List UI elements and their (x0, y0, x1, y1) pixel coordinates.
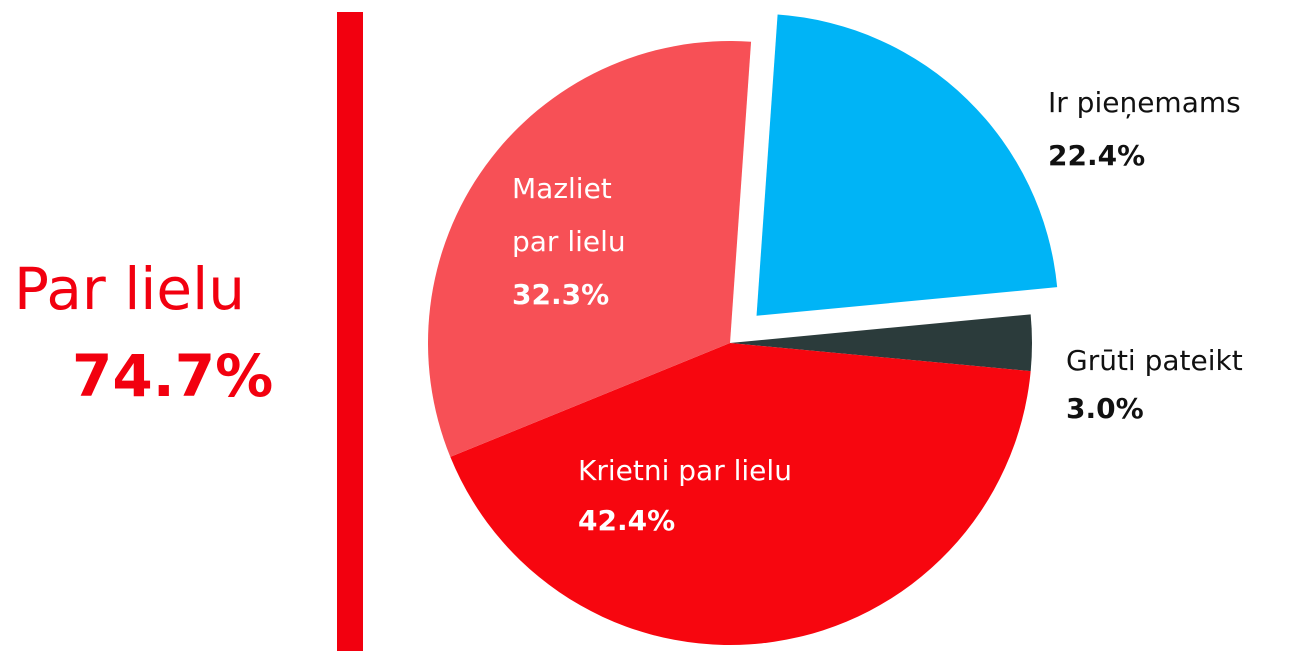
slice-value: 3.0% (1066, 392, 1144, 425)
pie-slice (428, 40, 752, 457)
pie-slice (450, 343, 1031, 645)
slice-value: 22.4% (1048, 139, 1145, 172)
slice-value: 42.4% (578, 504, 675, 537)
summary-label: Par lielu (14, 255, 245, 323)
pie-slice (730, 314, 1032, 372)
divider-bar (337, 12, 363, 651)
label-line: Mazliet (512, 172, 612, 205)
slice-label: Ir pieņemams (1048, 86, 1241, 119)
slice-label: Grūti pateikt (1066, 344, 1243, 377)
pie-slice (756, 14, 1058, 316)
slice-value: 32.3% (512, 278, 609, 311)
slice-label: Mazliet par lielu (512, 172, 626, 258)
label-line: par lielu (512, 225, 626, 258)
slice-label: Krietni par lielu (578, 454, 792, 487)
summary-value: 74.7% (72, 342, 273, 410)
